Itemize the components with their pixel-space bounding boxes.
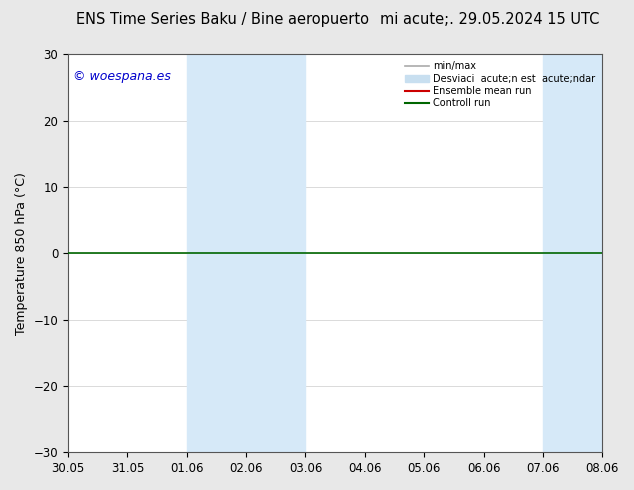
Legend: min/max, Desviaci  acute;n est  acute;ndar, Ensemble mean run, Controll run: min/max, Desviaci acute;n est acute;ndar… — [403, 59, 597, 110]
Bar — [543, 54, 602, 452]
Text: ENS Time Series Baku / Bine aeropuerto: ENS Time Series Baku / Bine aeropuerto — [76, 12, 369, 27]
Y-axis label: Temperature 850 hPa (°C): Temperature 850 hPa (°C) — [15, 172, 28, 335]
Bar — [187, 54, 306, 452]
Text: mi acute;. 29.05.2024 15 UTC: mi acute;. 29.05.2024 15 UTC — [380, 12, 600, 27]
Text: © woespana.es: © woespana.es — [74, 70, 171, 83]
